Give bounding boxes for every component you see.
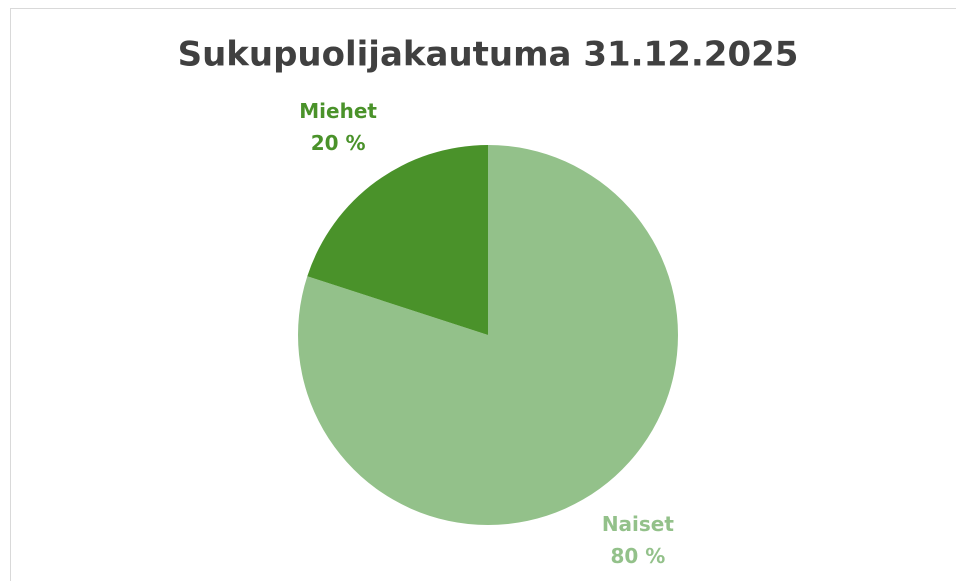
slice-label: Miehet	[299, 99, 377, 123]
chart-title: Sukupuolijakautuma 31.12.2025	[178, 35, 799, 75]
slice-value-label: 80 %	[610, 544, 665, 568]
pie-slice	[298, 145, 678, 526]
slice-value-label: 20 %	[311, 131, 366, 155]
slice-label: Naiset	[602, 512, 675, 536]
pie-slice	[307, 145, 488, 335]
